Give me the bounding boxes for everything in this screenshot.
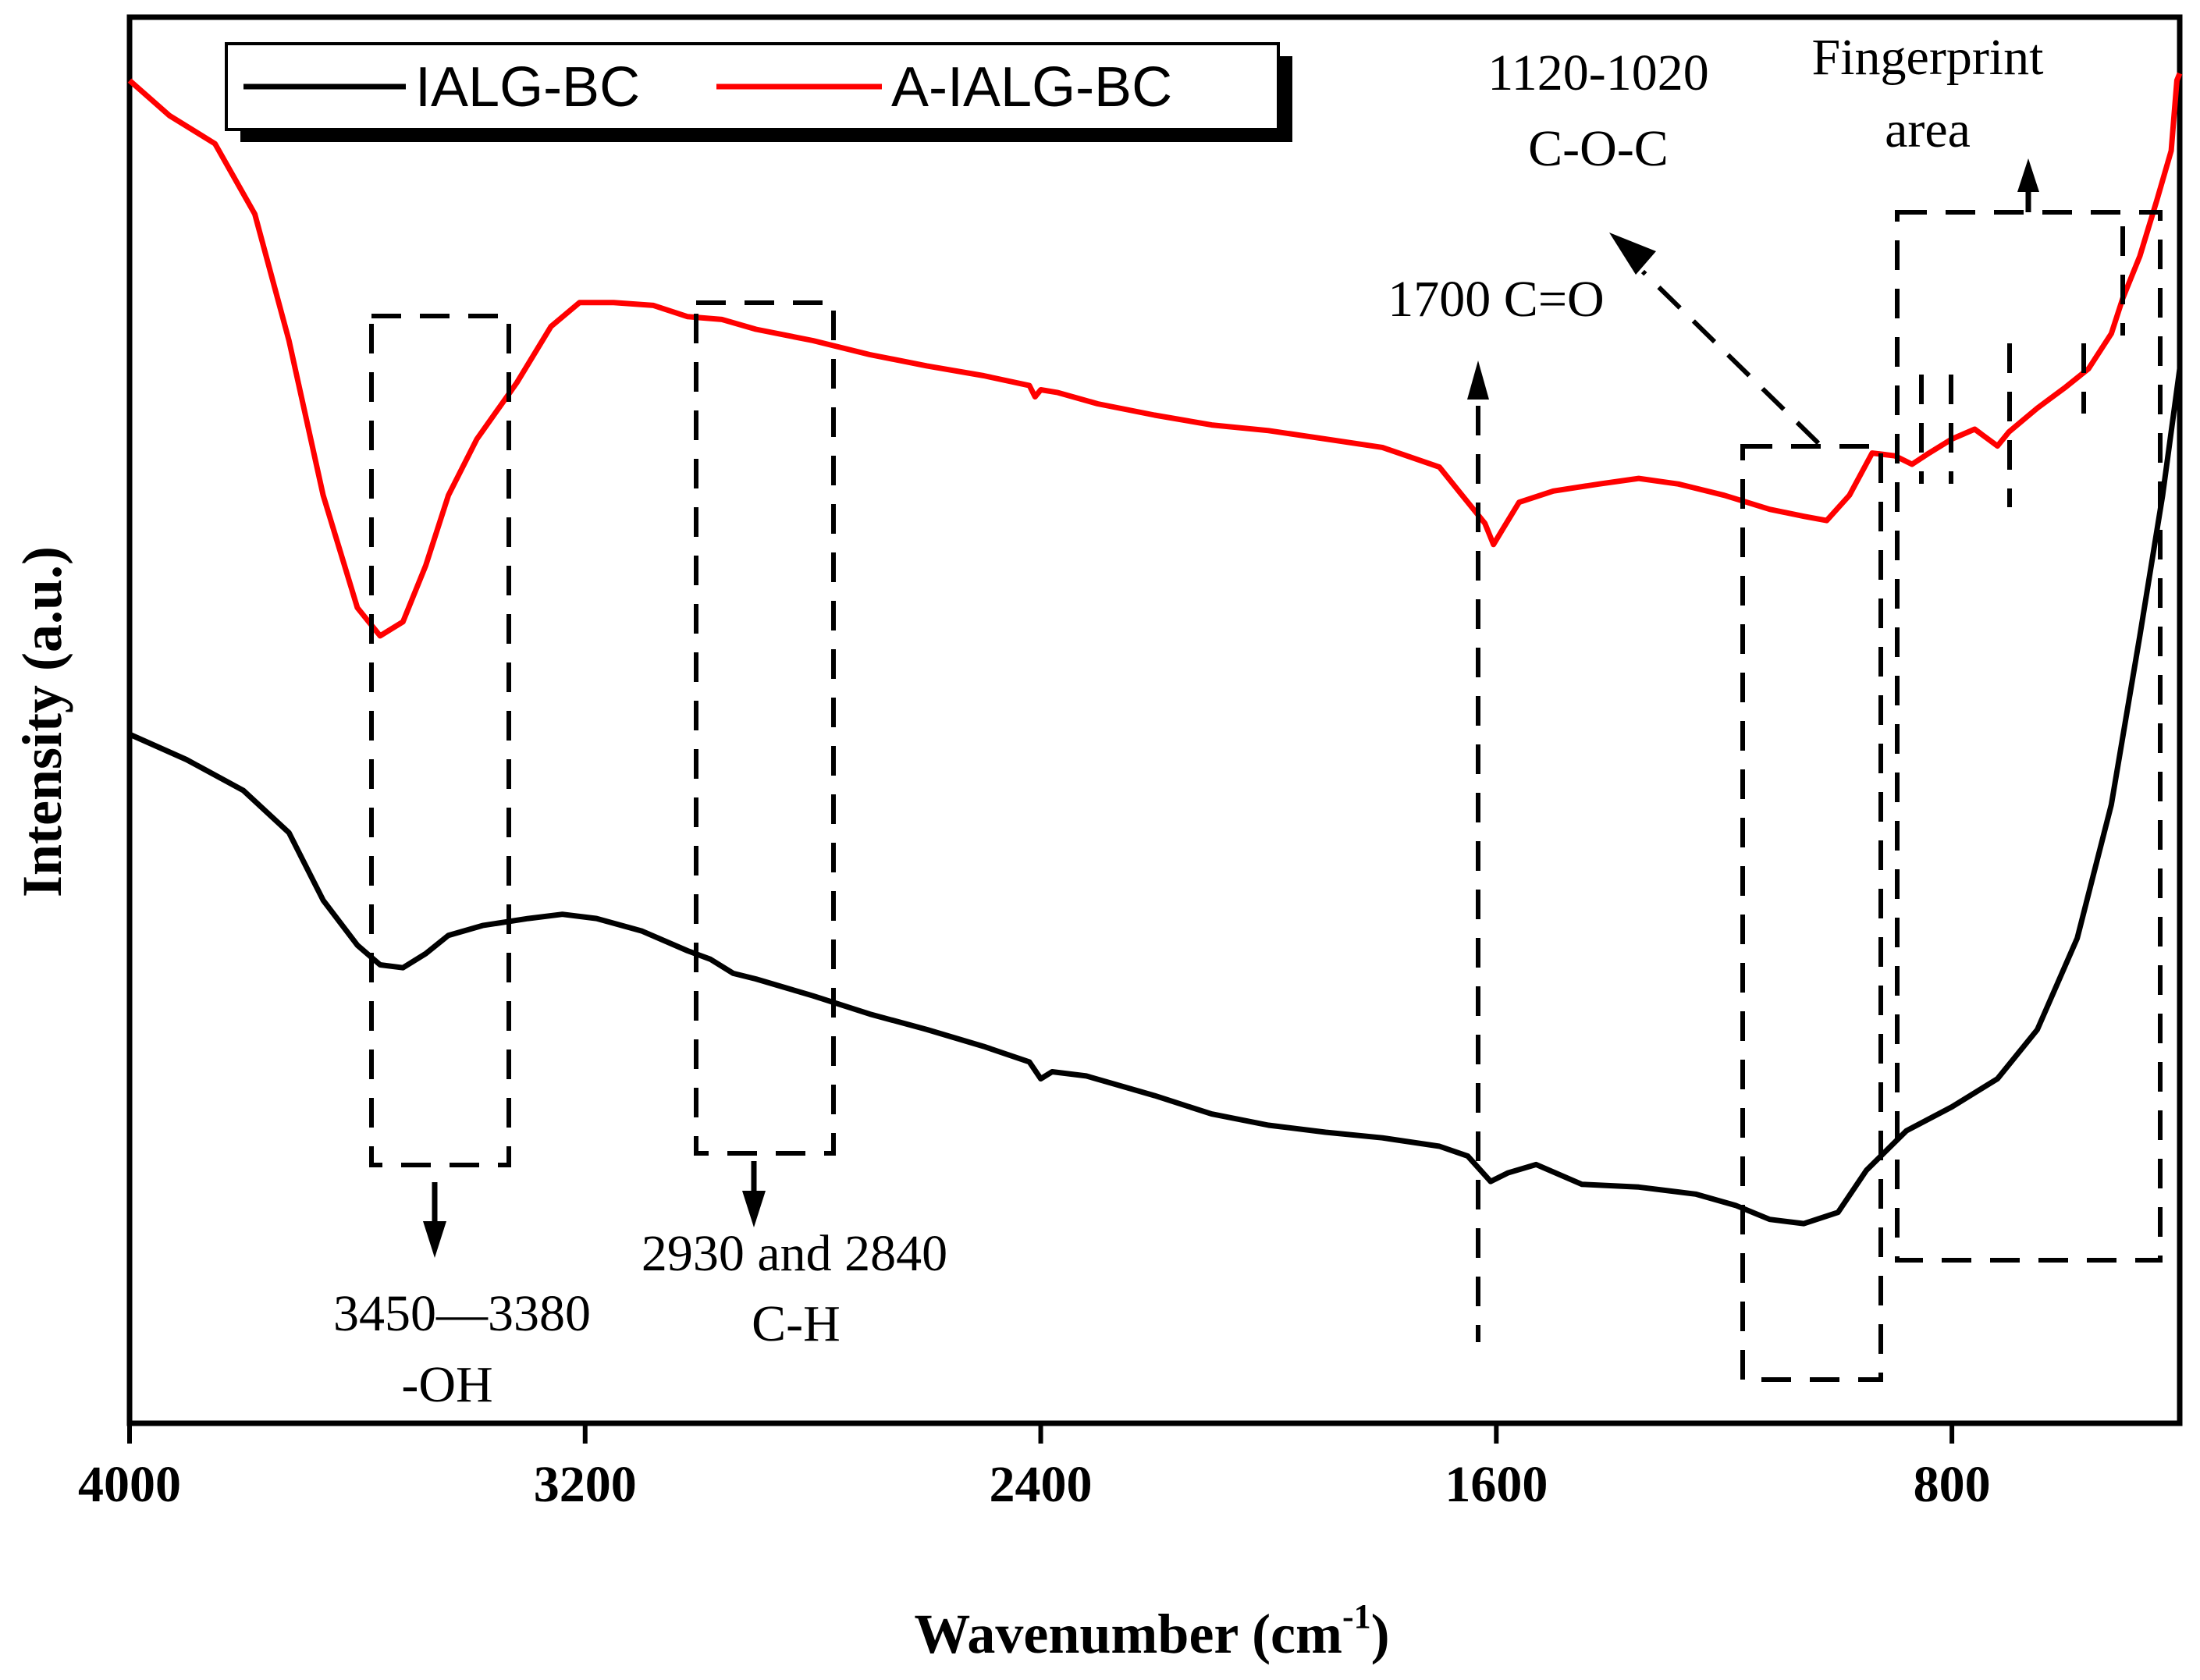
- coc-region-box: [1740, 444, 1883, 1382]
- oh-range-label: 3450—3380: [333, 1285, 591, 1342]
- y-axis-title: Intensity (a.u.): [11, 546, 73, 897]
- legend-label-ialg-bc: IALG-BC: [415, 56, 640, 119]
- oh-arrow-head: [423, 1221, 446, 1258]
- fingerprint-region-box: [1895, 210, 2163, 1263]
- ch-region-box: [694, 300, 836, 1156]
- ch-group-label: C-H: [752, 1295, 841, 1352]
- coc-range-label: 1120-1020: [1487, 44, 1709, 101]
- x-axis-title-superscript: -1: [1342, 1597, 1371, 1636]
- x-tick-label-3200: 3200: [534, 1456, 637, 1513]
- arrow-heads: [423, 158, 2039, 1258]
- coc-arrow-head: [1609, 233, 1656, 275]
- x-tick-label-1600: 1600: [1445, 1456, 1548, 1513]
- ch-range-label: 2930 and 2840: [642, 1225, 947, 1282]
- oh-region-box: [369, 314, 511, 1167]
- x-tick-label-4000: 4000: [78, 1456, 181, 1513]
- series-line-a-ialg-bc: [127, 72, 2183, 639]
- x-tick-label-2400: 2400: [990, 1456, 1093, 1513]
- series-layer: [127, 72, 2183, 1227]
- oh-group-label: -OH: [401, 1356, 492, 1413]
- coc-group-label: C-O-C: [1528, 120, 1669, 177]
- co-label: 1700 C=O: [1388, 271, 1604, 328]
- legend: IALG-BC A-IALG-BC: [225, 42, 1292, 142]
- x-axis-title-main: Wavenumber (cm: [914, 1603, 1342, 1665]
- fingerprint-area-label: area: [1885, 101, 1971, 158]
- co-arrow-head: [1467, 361, 1489, 400]
- annotation-texts: 3450—3380 -OH 2930 and 2840 C-H 1700 C=O…: [333, 29, 2043, 1413]
- fingerprint-arrow-head: [2017, 158, 2039, 192]
- plot-frame: [126, 14, 2183, 1426]
- ch-arrow-head: [742, 1191, 766, 1227]
- series-line-ialg-bc: [128, 368, 2183, 1227]
- legend-label-a-ialg-bc: A-IALG-BC: [891, 56, 1172, 119]
- fingerprint-label: Fingerprint: [1812, 29, 2044, 86]
- coc-arrow-line: [1640, 269, 1821, 446]
- x-axis-title-close: ): [1371, 1603, 1390, 1665]
- x-axis-title: Wavenumber (cm-1): [914, 1597, 1389, 1665]
- x-axis-ticks: 4000 3200 2400 1600 800: [78, 1423, 1991, 1513]
- x-tick-label-800: 800: [1914, 1456, 1991, 1513]
- annotation-boxes: [369, 210, 2163, 1382]
